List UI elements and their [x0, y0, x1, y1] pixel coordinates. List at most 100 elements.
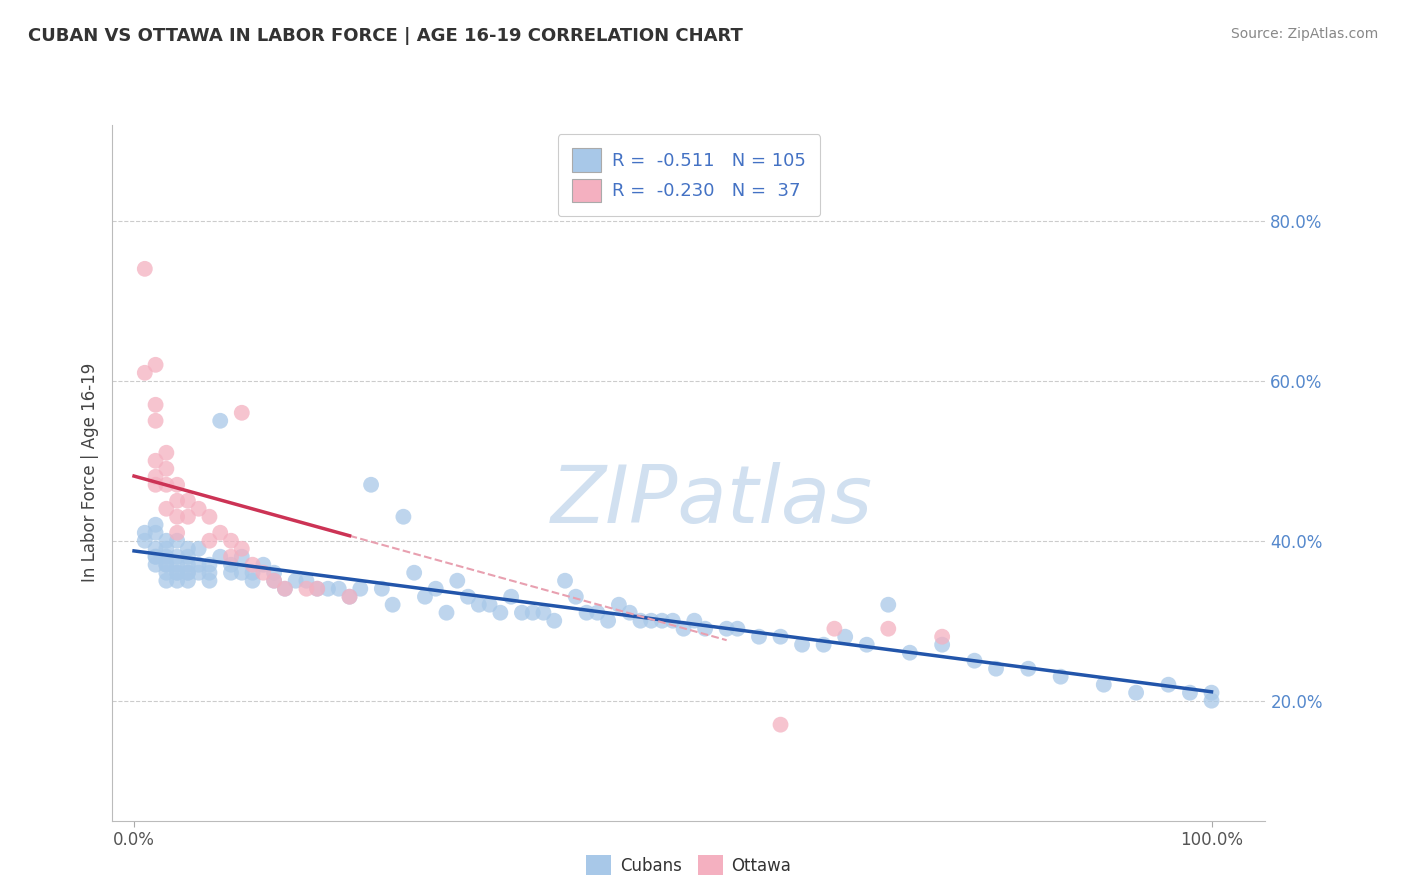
- Point: [307, 582, 329, 596]
- Point: [242, 558, 264, 572]
- Point: [209, 525, 232, 540]
- Point: [877, 598, 900, 612]
- Point: [931, 638, 953, 652]
- Point: [510, 606, 533, 620]
- Point: [436, 606, 458, 620]
- Point: [145, 477, 167, 491]
- Point: [607, 598, 630, 612]
- Point: [554, 574, 576, 588]
- Point: [1201, 694, 1223, 708]
- Point: [963, 654, 986, 668]
- Point: [145, 454, 167, 468]
- Point: [307, 582, 329, 596]
- Point: [145, 469, 167, 483]
- Point: [155, 549, 177, 564]
- Point: [166, 558, 188, 572]
- Point: [651, 614, 673, 628]
- Point: [219, 558, 242, 572]
- Text: ZIPatlas: ZIPatlas: [551, 461, 873, 540]
- Point: [316, 582, 339, 596]
- Point: [134, 525, 156, 540]
- Point: [145, 525, 167, 540]
- Point: [177, 549, 200, 564]
- Point: [328, 582, 350, 596]
- Point: [790, 638, 813, 652]
- Point: [219, 566, 242, 580]
- Point: [166, 477, 188, 491]
- Point: [166, 493, 188, 508]
- Point: [630, 614, 652, 628]
- Point: [1092, 678, 1115, 692]
- Point: [543, 614, 565, 628]
- Legend: Cubans, Ottawa: Cubans, Ottawa: [579, 848, 799, 882]
- Point: [619, 606, 641, 620]
- Point: [155, 574, 177, 588]
- Point: [1157, 678, 1180, 692]
- Point: [219, 549, 242, 564]
- Point: [748, 630, 770, 644]
- Point: [231, 566, 253, 580]
- Point: [360, 477, 382, 491]
- Point: [219, 533, 242, 548]
- Point: [187, 558, 209, 572]
- Point: [683, 614, 706, 628]
- Point: [716, 622, 738, 636]
- Point: [145, 549, 167, 564]
- Point: [349, 582, 371, 596]
- Point: [339, 590, 361, 604]
- Point: [198, 574, 221, 588]
- Text: Source: ZipAtlas.com: Source: ZipAtlas.com: [1230, 27, 1378, 41]
- Point: [198, 509, 221, 524]
- Point: [522, 606, 544, 620]
- Point: [177, 493, 200, 508]
- Point: [263, 574, 285, 588]
- Point: [209, 414, 232, 428]
- Point: [284, 574, 307, 588]
- Point: [166, 574, 188, 588]
- Point: [145, 549, 167, 564]
- Point: [166, 525, 188, 540]
- Point: [155, 462, 177, 476]
- Point: [1201, 686, 1223, 700]
- Point: [693, 622, 716, 636]
- Point: [446, 574, 468, 588]
- Point: [533, 606, 555, 620]
- Point: [177, 541, 200, 556]
- Point: [404, 566, 426, 580]
- Point: [672, 622, 695, 636]
- Point: [769, 630, 792, 644]
- Point: [339, 590, 361, 604]
- Point: [984, 662, 1007, 676]
- Point: [586, 606, 609, 620]
- Point: [134, 533, 156, 548]
- Point: [155, 541, 177, 556]
- Point: [252, 558, 274, 572]
- Point: [166, 533, 188, 548]
- Point: [662, 614, 685, 628]
- Point: [187, 501, 209, 516]
- Point: [166, 509, 188, 524]
- Point: [274, 582, 297, 596]
- Point: [565, 590, 588, 604]
- Point: [177, 558, 200, 572]
- Point: [145, 558, 167, 572]
- Point: [242, 574, 264, 588]
- Point: [155, 558, 177, 572]
- Point: [381, 598, 404, 612]
- Point: [166, 566, 188, 580]
- Point: [640, 614, 662, 628]
- Point: [155, 533, 177, 548]
- Point: [425, 582, 447, 596]
- Point: [177, 574, 200, 588]
- Point: [834, 630, 856, 644]
- Point: [468, 598, 491, 612]
- Point: [501, 590, 523, 604]
- Point: [155, 566, 177, 580]
- Point: [1017, 662, 1039, 676]
- Point: [1125, 686, 1147, 700]
- Point: [177, 509, 200, 524]
- Point: [598, 614, 620, 628]
- Point: [231, 541, 253, 556]
- Point: [198, 566, 221, 580]
- Point: [274, 582, 297, 596]
